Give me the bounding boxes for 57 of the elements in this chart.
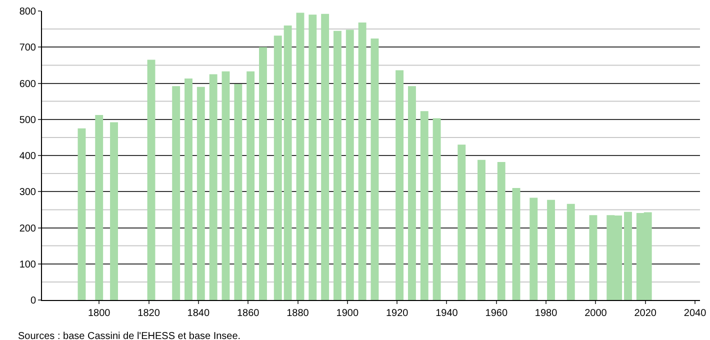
bar: [530, 198, 538, 300]
bar: [246, 71, 255, 300]
bar: [346, 30, 354, 300]
y-tick-label: 800: [19, 6, 36, 18]
bar: [308, 14, 317, 300]
bar: [512, 188, 520, 300]
x-tick-label: 2020: [634, 308, 657, 319]
x-tick-label: 2040: [684, 308, 707, 319]
y-tick-label: 100: [19, 259, 36, 270]
bar: [566, 204, 575, 300]
x-tick-label: 2000: [584, 308, 608, 319]
bar: [234, 84, 242, 300]
source-note: Sources : base Cassini de l'EHESS et base Insee.: [18, 331, 241, 340]
x-tick-label: 1800: [88, 308, 111, 319]
bar: [358, 22, 366, 300]
bar: [259, 47, 267, 300]
bar: [95, 115, 104, 300]
bar: [432, 118, 441, 300]
bar: [497, 162, 506, 300]
bar: [147, 60, 156, 300]
bar: [547, 200, 555, 300]
bar: [478, 160, 486, 300]
bar: [196, 86, 205, 300]
x-tick-label: 1860: [236, 308, 260, 319]
bar: [458, 144, 466, 300]
x-tick-label: 1820: [138, 308, 160, 319]
y-tick-label: 0: [30, 296, 36, 306]
bar: [396, 70, 404, 300]
x-tick-label: 1880: [286, 308, 310, 319]
y-tick-label: 700: [19, 42, 36, 54]
bar: [184, 78, 192, 300]
x-tick-label: 1980: [534, 308, 558, 319]
bar: [78, 128, 86, 300]
bar: [370, 38, 379, 300]
bar: [222, 71, 230, 300]
x-tick-label: 1840: [187, 308, 210, 319]
y-tick-label: 600: [19, 78, 36, 90]
bar: [284, 25, 292, 300]
bar: [321, 14, 330, 300]
x-tick-label: 1920: [386, 308, 409, 319]
y-tick-label: 300: [19, 187, 36, 198]
bar: [408, 86, 416, 300]
bar: [274, 36, 282, 300]
bar: [589, 215, 598, 300]
bar: [172, 86, 180, 300]
y-tick-label: 200: [19, 223, 36, 234]
y-tick-label: 500: [19, 114, 36, 126]
bar: [624, 212, 632, 300]
x-tick-label: 1900: [336, 308, 359, 319]
bar: [334, 30, 342, 300]
bar: [420, 111, 428, 300]
bar: [209, 74, 218, 300]
x-tick-label: 1960: [485, 308, 508, 319]
x-tick-label: 1940: [436, 308, 458, 319]
bar: [110, 122, 118, 300]
y-tick-label: 400: [19, 151, 36, 162]
bar: [296, 12, 304, 300]
